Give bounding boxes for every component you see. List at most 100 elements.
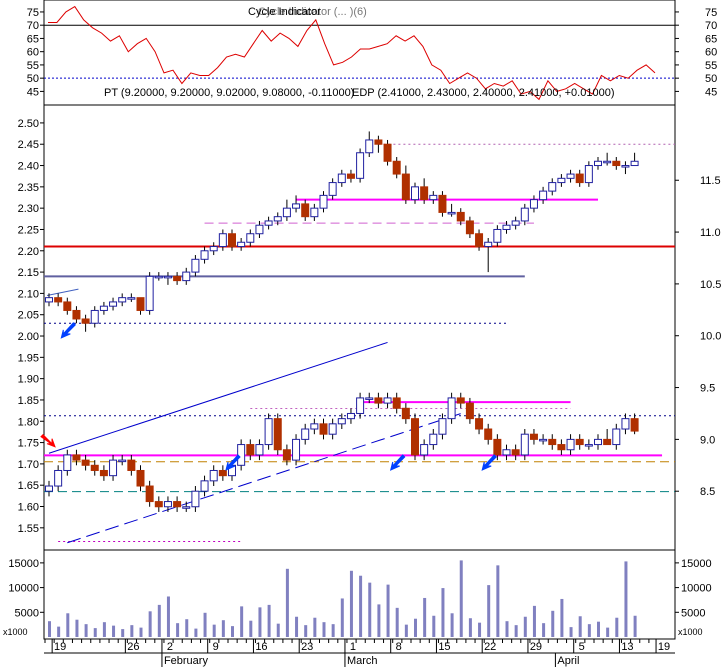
indicator-tick-label-left: 65 <box>27 33 39 45</box>
edp-candle <box>228 233 236 248</box>
pt-candle <box>475 418 484 430</box>
pt-candle <box>54 469 63 487</box>
edp-candle <box>365 139 374 154</box>
price-tick-label-left: 1.70 <box>18 459 39 471</box>
indicator-tick-label-right: 45 <box>705 86 717 98</box>
indicator-title: Cycle Indicator <box>248 6 321 18</box>
edp-candle <box>99 305 108 311</box>
edp-candle <box>420 186 429 201</box>
indicator-tick-label-left: 75 <box>27 7 39 19</box>
pt-candle <box>584 444 593 447</box>
edp-candle <box>310 207 319 218</box>
price-tick-label-left: 1.55 <box>18 523 39 535</box>
indicator-series-line <box>48 5 656 101</box>
x-day-label: 9 <box>213 641 219 653</box>
volume-bar <box>84 624 88 637</box>
edp-candle <box>493 228 502 243</box>
volume-bar <box>349 570 353 637</box>
volume-bar <box>560 598 564 637</box>
edp-candle <box>218 233 227 248</box>
pt-candle <box>209 469 218 482</box>
volume-bar <box>322 622 326 637</box>
pt-candle <box>63 454 72 471</box>
edp-candle <box>200 250 209 260</box>
pt-candle <box>90 464 99 471</box>
pt-candle <box>301 428 310 440</box>
volume-bar <box>112 625 116 637</box>
edp-candle <box>356 152 365 179</box>
edp-candle <box>54 297 63 303</box>
price-tick-label-left: 2.10 <box>18 288 39 300</box>
volume-tick-label-right: 5000 <box>681 607 705 619</box>
volume-bar <box>139 627 143 637</box>
edp-candle <box>529 199 538 209</box>
edp-candle <box>401 173 410 201</box>
pt-candle <box>484 428 493 440</box>
pt-candle <box>118 459 127 463</box>
volume-bar <box>295 616 299 637</box>
volume-bar <box>432 615 436 637</box>
edp-candle <box>511 220 520 226</box>
volume-bar <box>148 611 152 637</box>
pt-candle <box>292 438 301 461</box>
edp-candle <box>502 224 511 230</box>
price-tick-label-left: 1.80 <box>18 416 39 428</box>
volume-bar <box>404 624 408 637</box>
indicator-tick-label-right: 55 <box>705 60 717 72</box>
pt-candle <box>493 438 502 456</box>
pt-candle <box>237 444 246 466</box>
pt-candle <box>337 418 346 425</box>
edp-candle <box>63 301 72 311</box>
volume-bar <box>121 629 125 637</box>
x-month-label: February <box>164 655 209 667</box>
pt-candle <box>429 433 438 446</box>
volume-bar <box>468 618 472 637</box>
edp-candle <box>603 160 612 164</box>
volume-bar <box>505 621 509 637</box>
price-tick-label-right: 10.5 <box>700 279 721 291</box>
x-day-label: 5 <box>579 641 585 653</box>
volume-bar <box>587 624 591 637</box>
edp-candle <box>484 241 493 248</box>
pt-candle <box>502 449 511 456</box>
pt-candle <box>365 397 374 400</box>
price-tick-label-left: 2.00 <box>18 331 39 343</box>
pt-candle <box>81 459 90 466</box>
price-tick-label-left: 2.40 <box>18 161 39 173</box>
volume-bar <box>542 623 546 637</box>
edp-candle <box>557 177 566 184</box>
pt-candle <box>182 506 191 509</box>
volume-bar <box>377 604 381 637</box>
x-month-label: March <box>347 655 378 667</box>
edp-candle <box>594 160 602 167</box>
edp-candle <box>81 318 90 324</box>
blue-arrow-marker <box>60 322 77 339</box>
edp-candle <box>621 165 630 168</box>
blue-arrow-marker <box>225 454 241 471</box>
edp-candle <box>90 309 99 324</box>
volume-bar <box>569 627 573 637</box>
volume-tick-label-left: 10000 <box>8 583 39 595</box>
volume-bar <box>478 622 482 637</box>
edp-candle <box>127 297 136 300</box>
volume-bar <box>102 622 106 637</box>
edp-candle <box>292 203 301 209</box>
pt-candle <box>154 501 163 508</box>
volume-bar <box>267 604 271 637</box>
volume-bar <box>395 607 399 637</box>
edp-candle <box>346 173 355 179</box>
indicator-tick-label-right: 60 <box>705 47 717 59</box>
volume-bar <box>57 626 61 637</box>
volume-bar <box>157 604 161 637</box>
pt-candle <box>200 480 209 492</box>
x-day-label: 2 <box>167 641 173 653</box>
pt-candle <box>392 397 401 409</box>
edp-candle <box>584 165 593 184</box>
edp-candle <box>154 275 163 279</box>
edp-candle <box>319 194 328 209</box>
pt-candle <box>529 433 538 440</box>
price-tick-label-right: 11.0 <box>700 227 721 239</box>
edp-candle <box>237 241 246 248</box>
pt-candle <box>191 490 200 508</box>
